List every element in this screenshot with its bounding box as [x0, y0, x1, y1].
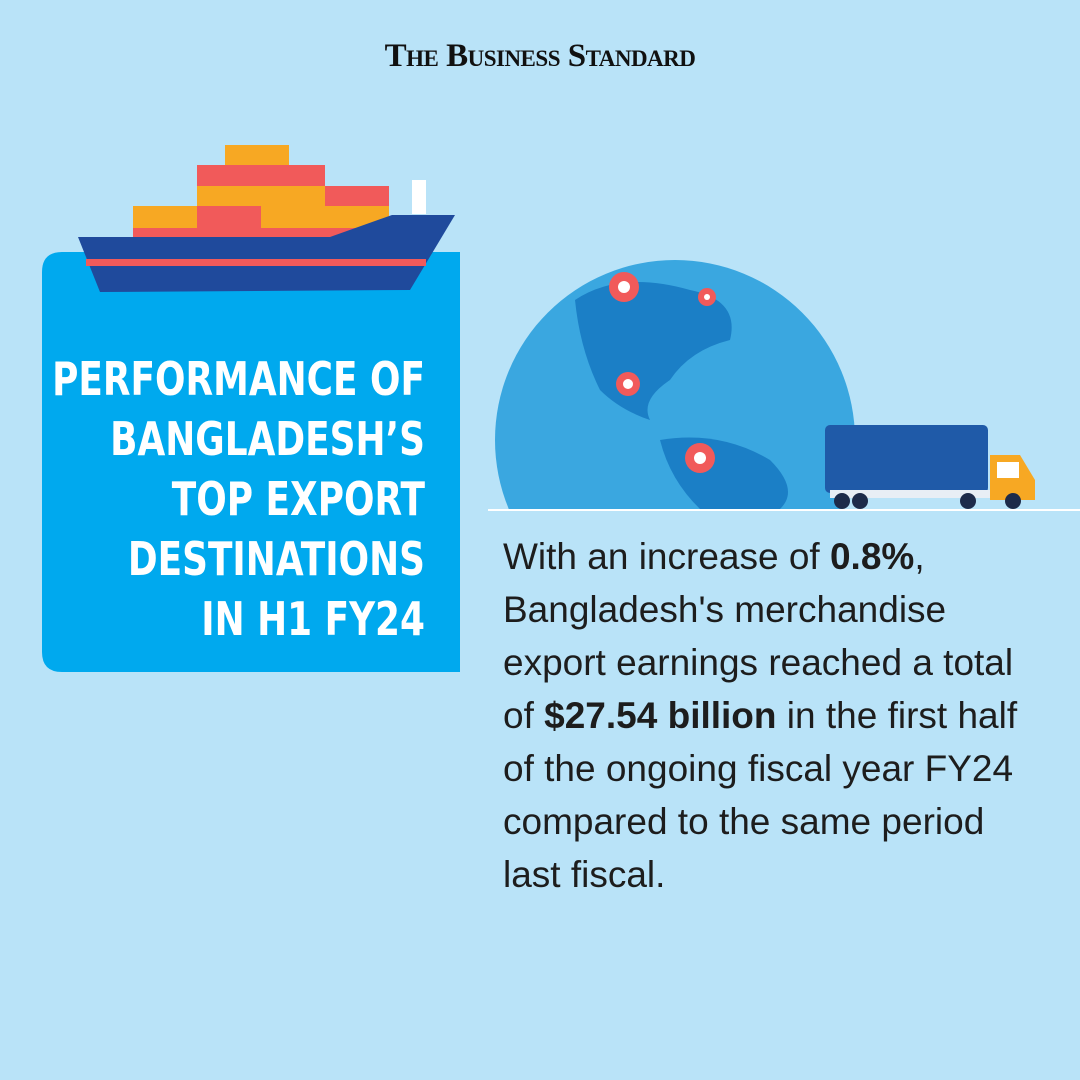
- ship-illustration: [78, 145, 455, 292]
- title-line: IN H1 FY24: [201, 593, 425, 647]
- globe-illustration: [488, 260, 1080, 511]
- body-text: With an increase of 0.8%, Bangladesh's m…: [503, 530, 1023, 901]
- highlight: 0.8%: [829, 536, 915, 577]
- highlight: $27.54 billion: [544, 695, 777, 736]
- title-panel: [42, 252, 460, 672]
- title-line: BANGLADESH’S: [110, 413, 425, 467]
- body-segment: in the first half of the ongoing fiscal …: [503, 695, 1018, 895]
- title-line: PERFORMANCE OF: [52, 353, 425, 407]
- body-segment: , Bangladesh's merchandise export earnin…: [503, 536, 1014, 736]
- body-segment: With an increase of: [503, 536, 830, 577]
- title-line: TOP EXPORT: [172, 473, 425, 527]
- title-line: DESTINATIONS: [128, 533, 425, 587]
- truck-illustration: [825, 425, 1035, 509]
- brand: The Business Standard: [385, 38, 696, 74]
